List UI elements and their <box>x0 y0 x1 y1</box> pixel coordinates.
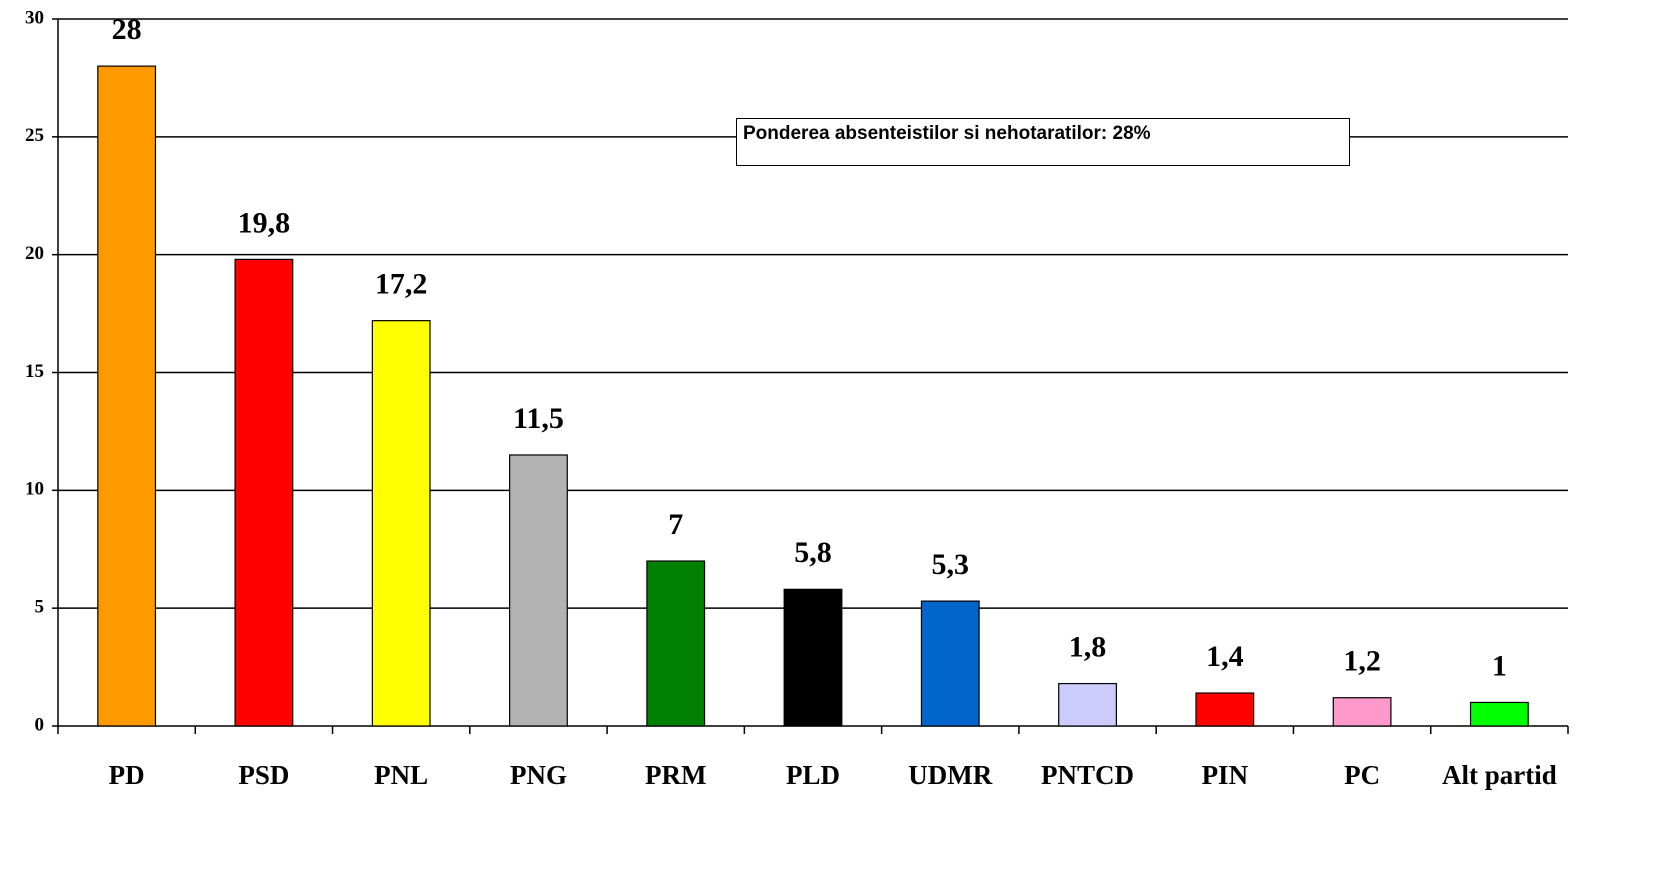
bar <box>1195 692 1255 727</box>
y-tick-label: 25 <box>25 125 44 146</box>
x-tick-label: PD <box>108 760 145 790</box>
value-label: 11,5 <box>513 402 564 435</box>
x-tick-label: PRM <box>644 760 707 790</box>
value-label: 19,8 <box>238 206 291 239</box>
x-tick-label: PC <box>1344 760 1381 790</box>
x-tick-label: PSD <box>238 760 290 790</box>
bar <box>1058 682 1117 727</box>
bar <box>509 454 568 727</box>
bar <box>97 65 157 727</box>
value-label: 5,3 <box>932 548 970 581</box>
value-label: 1,4 <box>1206 640 1244 673</box>
x-tick-label: UDMR <box>908 760 993 790</box>
value-label: 17,2 <box>375 268 428 301</box>
value-label: 28 <box>112 13 142 46</box>
value-label: 1,2 <box>1343 645 1381 678</box>
y-tick-label: 5 <box>35 597 45 618</box>
value-label: 5,8 <box>794 536 832 569</box>
value-label: 1 <box>1492 649 1507 682</box>
x-tick-label: PNL <box>374 760 429 790</box>
x-tick-label: PNG <box>509 760 567 790</box>
y-tick-label: 15 <box>25 361 44 382</box>
x-tick-label: PNTCD <box>1041 760 1135 790</box>
bar <box>783 588 843 727</box>
y-tick-label: 10 <box>25 479 44 500</box>
bar <box>1469 701 1529 727</box>
bar <box>920 600 980 727</box>
annotation: Ponderea absenteistilor si nehotaratilor… <box>736 118 1350 166</box>
y-tick-label: 20 <box>25 243 44 264</box>
x-tick-label: PIN <box>1201 760 1249 790</box>
y-tick-label: 0 <box>35 714 45 735</box>
x-tick-label: Alt partid <box>1441 760 1557 790</box>
y-tick-label: 30 <box>25 7 44 28</box>
x-tick-label: PLD <box>786 760 840 790</box>
value-label: 1,8 <box>1069 630 1107 663</box>
bar <box>234 258 294 727</box>
bar <box>371 320 431 727</box>
bar <box>646 560 706 727</box>
value-label: 7 <box>668 508 683 541</box>
bar <box>1332 697 1392 727</box>
